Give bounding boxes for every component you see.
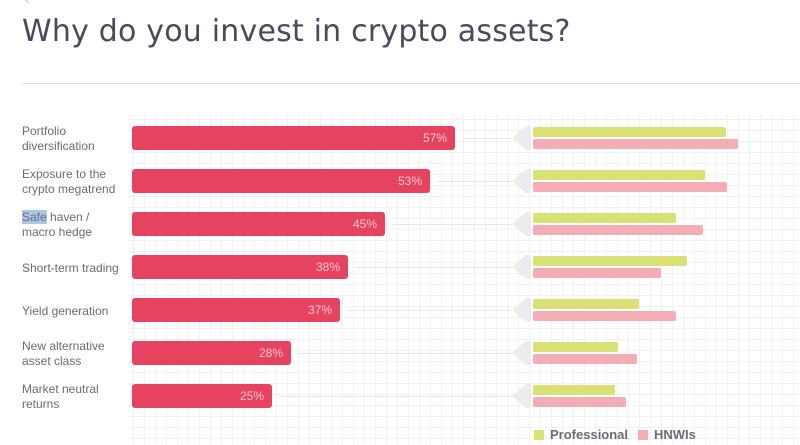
legend-label-hnwi: HNWIs bbox=[654, 427, 696, 442]
funnel-shape bbox=[512, 212, 526, 236]
professional-bar bbox=[533, 213, 676, 223]
row-label: Short-term trading bbox=[22, 261, 119, 275]
row-label: Safe haven / macro hedge bbox=[22, 210, 93, 239]
professional-bar bbox=[533, 127, 726, 137]
row-label: New alternative asset class bbox=[22, 339, 105, 368]
overall-bar: 25% bbox=[132, 384, 272, 408]
overall-bar: 45% bbox=[132, 212, 385, 236]
bar-value: 37% bbox=[307, 303, 332, 317]
funnel-block bbox=[526, 384, 531, 408]
legend-swatch-professional bbox=[534, 429, 544, 440]
connector-line bbox=[347, 310, 512, 311]
chart-row-crypto-megatrend: Exposure to the crypto megatrend 53% bbox=[0, 164, 800, 207]
overall-bar: 38% bbox=[132, 255, 348, 279]
hnwi-bar bbox=[533, 225, 703, 235]
funnel-block bbox=[526, 126, 531, 150]
bar-value: 28% bbox=[258, 346, 283, 360]
funnel-block bbox=[526, 255, 531, 279]
professional-bar bbox=[533, 256, 687, 266]
selected-text-highlight[interactable]: Safe bbox=[22, 210, 47, 224]
hnwi-bar bbox=[533, 354, 637, 364]
connector-line bbox=[437, 181, 512, 182]
bar-value: 38% bbox=[315, 260, 340, 274]
funnel-block bbox=[526, 169, 531, 193]
professional-bar bbox=[533, 170, 705, 180]
chart-row-market-neutral-returns: Market neutral returns 25% bbox=[0, 379, 800, 422]
funnel-shape bbox=[512, 298, 526, 322]
chart-row-new-alternative-asset-class: New alternative asset class 28% bbox=[0, 336, 800, 379]
connector-line bbox=[462, 138, 512, 139]
page-title: Why do you invest in crypto assets? bbox=[22, 14, 571, 49]
professional-bar bbox=[533, 299, 639, 309]
legend-swatch-hnwi bbox=[638, 429, 648, 440]
chart-row-yield-generation: Yield generation 37% bbox=[0, 293, 800, 336]
bar-value: 25% bbox=[239, 389, 264, 403]
connector-line bbox=[279, 396, 512, 397]
bar-value: 53% bbox=[397, 174, 422, 188]
overall-bar: 28% bbox=[132, 341, 291, 365]
funnel-block bbox=[526, 212, 531, 236]
eyebrow-label: QUESTION bbox=[22, 0, 87, 3]
funnel-block bbox=[526, 341, 531, 365]
funnel-shape bbox=[512, 255, 526, 279]
bar-value: 45% bbox=[352, 217, 377, 231]
connector-line bbox=[355, 267, 512, 268]
professional-bar bbox=[533, 342, 618, 352]
row-label: Exposure to the crypto megatrend bbox=[22, 167, 116, 196]
funnel-shape bbox=[512, 341, 526, 365]
row-label: Market neutral returns bbox=[22, 382, 99, 411]
row-label: Portfolio diversification bbox=[22, 124, 95, 153]
chart-row-short-term-trading: Short-term trading 38% bbox=[0, 250, 800, 293]
chart-row-portfolio-diversification: Portfolio diversification 57% bbox=[0, 121, 800, 164]
title-divider bbox=[22, 83, 800, 84]
overall-bar: 53% bbox=[132, 169, 430, 193]
funnel-shape bbox=[512, 384, 526, 408]
bar-value: 57% bbox=[422, 131, 447, 145]
chart-row-safe-haven: Safe haven / macro hedge 45% bbox=[0, 207, 800, 250]
connector-line bbox=[298, 353, 512, 354]
legend-hnwi: HNWIs bbox=[638, 427, 696, 442]
professional-bar bbox=[533, 385, 615, 395]
funnel-shape bbox=[512, 169, 526, 193]
row-label: Yield generation bbox=[22, 304, 109, 318]
overall-bar: 37% bbox=[132, 298, 340, 322]
overall-bar: 57% bbox=[132, 126, 455, 150]
legend-label-professional: Professional bbox=[550, 427, 629, 442]
connector-line bbox=[392, 224, 512, 225]
funnel-shape bbox=[512, 126, 526, 150]
hnwi-bar bbox=[533, 397, 626, 407]
legend-professional: Professional bbox=[534, 427, 628, 442]
hnwi-bar bbox=[533, 139, 738, 149]
hnwi-bar bbox=[533, 311, 676, 321]
hnwi-bar bbox=[533, 182, 727, 192]
hnwi-bar bbox=[533, 268, 661, 278]
funnel-block bbox=[526, 298, 531, 322]
